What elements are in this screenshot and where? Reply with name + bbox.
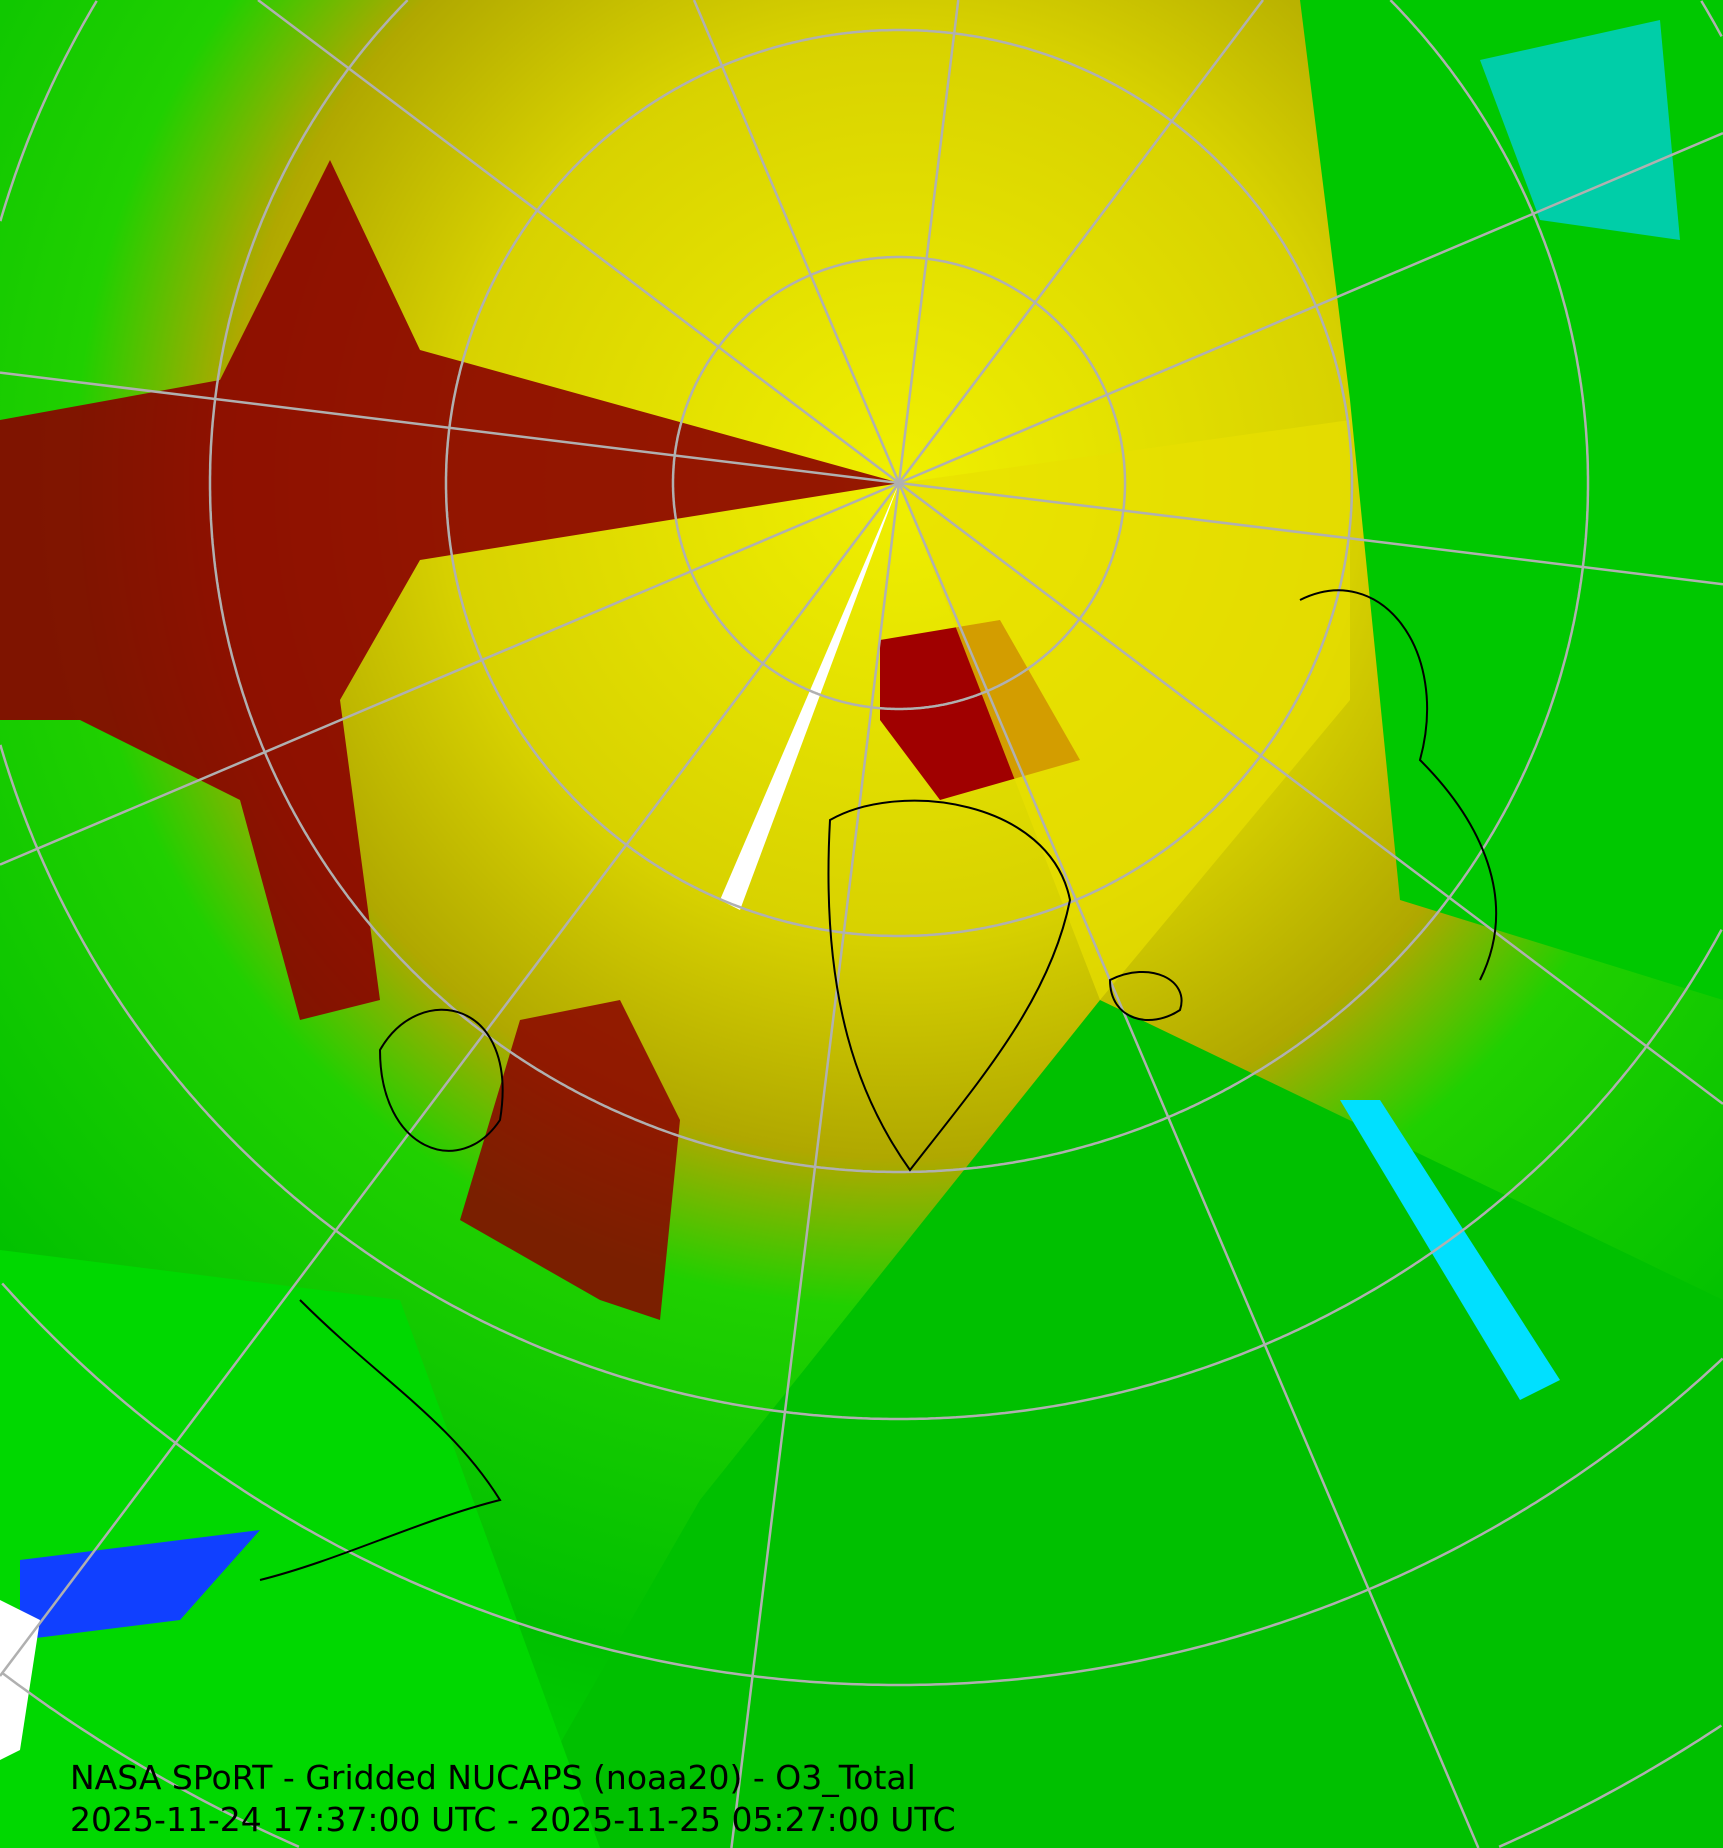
coastline-greenland xyxy=(827,799,1072,1172)
high-ozone-region-west xyxy=(0,160,900,1020)
longitude-line xyxy=(0,482,900,1677)
latitude-circle xyxy=(1,1672,1723,1848)
longitude-line xyxy=(0,481,900,866)
longitude-line xyxy=(898,482,1723,1105)
coastline-europe xyxy=(1299,589,1498,981)
latitude-circle xyxy=(0,0,1723,1421)
green-region-southwest xyxy=(0,1250,600,1848)
latitude-circle xyxy=(444,28,1354,938)
longitude-line xyxy=(257,0,900,484)
product-title: NASA SPoRT - Gridded NUCAPS (noaa20) - O… xyxy=(70,1758,916,1797)
latitude-circle xyxy=(1,1282,1723,1687)
high-ozone-region-labrador xyxy=(460,1000,680,1320)
longitude-line xyxy=(898,0,1264,484)
low-ozone-band xyxy=(1340,1100,1560,1400)
longitude-line xyxy=(692,0,901,484)
coastlines xyxy=(259,589,1498,1581)
coastline-iceland xyxy=(1108,971,1183,1021)
lowest-ozone-east-coast xyxy=(20,1530,260,1640)
longitude-line xyxy=(897,0,960,484)
yellow-region-east xyxy=(900,420,1350,1000)
longitude-line xyxy=(897,482,1480,1848)
missing-data-southwest xyxy=(0,1600,40,1760)
longitude-line xyxy=(730,482,901,1848)
low-ozone-northeast xyxy=(1480,20,1680,240)
latitude-circle xyxy=(671,255,1127,711)
missing-data-wedge xyxy=(720,483,899,910)
longitude-line xyxy=(0,371,900,485)
product-time-range: 2025-11-24 17:37:00 UTC - 2025-11-25 05:… xyxy=(70,1800,956,1839)
coastline-hudson-bay xyxy=(378,1008,504,1152)
longitude-line xyxy=(898,481,1723,586)
longitude-line xyxy=(898,132,1723,485)
coastline-north-america-east xyxy=(259,1299,502,1581)
green-region-northeast xyxy=(1300,0,1723,1000)
